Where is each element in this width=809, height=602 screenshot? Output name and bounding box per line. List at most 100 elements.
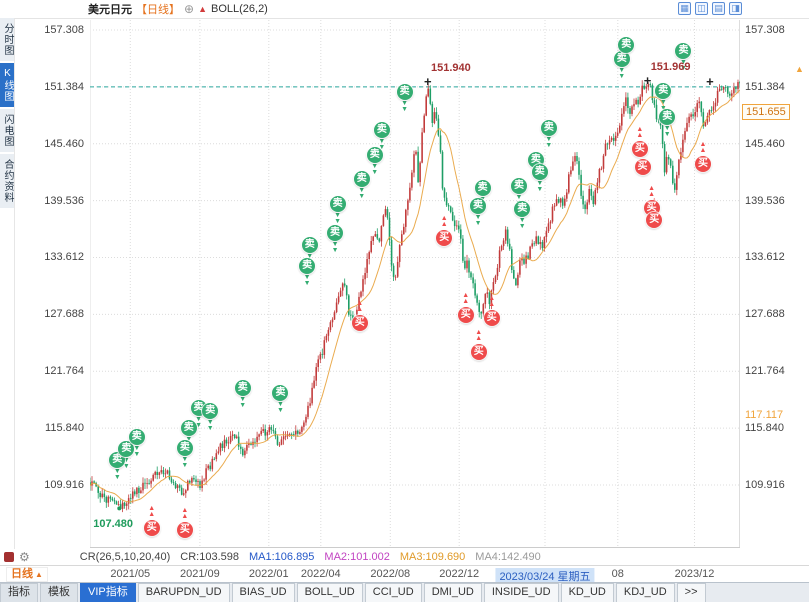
- buy-signal-badge: 买: [646, 212, 663, 229]
- indicator-tab-模板[interactable]: 模板: [40, 583, 78, 602]
- indicator-value: CR(26,5,10,20,40): [79, 551, 171, 563]
- rows-layout-icon[interactable]: ▤: [712, 2, 725, 15]
- sell-signal-arrows: ▼▼: [358, 186, 366, 200]
- indicator-tab->>[interactable]: >>: [676, 583, 706, 602]
- low-price-label: 107.480: [93, 518, 134, 531]
- y-axis-tick-right: 115.840: [745, 422, 784, 435]
- sell-signal-badge: 卖: [109, 452, 126, 469]
- sell-signal-arrows: ▼▼: [545, 136, 553, 149]
- indicator-tab-VIP指标[interactable]: VIP指标: [80, 583, 136, 602]
- sidebar-tab-合约资料[interactable]: 合约资料: [0, 154, 14, 208]
- indicator-tab-DMI_UD[interactable]: DMI_UD: [423, 583, 482, 602]
- indicator-tab-INSIDE_UD[interactable]: INSIDE_UD: [483, 583, 559, 602]
- y-axis-tick-left: 127.688: [44, 308, 84, 321]
- indicator-tab-CCI_UD[interactable]: CCI_UD: [364, 583, 422, 602]
- indicator-tab-BOLL_UD[interactable]: BOLL_UD: [296, 583, 363, 602]
- y-axis-tick-right: 109.916: [745, 478, 785, 491]
- sell-signal-arrows: ▼▼: [378, 137, 386, 151]
- y-axis-tick-left: 157.308: [44, 24, 84, 36]
- sell-signal-badge: 卖: [353, 170, 370, 187]
- sell-signal-badge: 卖: [118, 440, 135, 457]
- sidebar-tab-闪电图[interactable]: 闪电图: [0, 109, 14, 152]
- price-marker-cross: +: [424, 73, 432, 89]
- indicator-tab-BARUPDN_UD[interactable]: BARUPDN_UD: [137, 583, 230, 602]
- sell-signal-badge: 卖: [373, 121, 390, 138]
- period-selector[interactable]: 日线 ▲: [6, 567, 48, 582]
- y-axis-tick-left: 133.612: [44, 251, 84, 264]
- sell-signal-arrows: ▼▼: [401, 100, 409, 114]
- indicator-tab-BIAS_UD[interactable]: BIAS_UD: [231, 583, 295, 602]
- y-axis-tick-left: 139.536: [44, 194, 84, 207]
- grid-layout-icon[interactable]: ▦: [678, 2, 691, 15]
- sell-signal-arrows: ▼▼: [536, 180, 544, 194]
- x-axis-tick: 2021/05: [110, 568, 151, 580]
- settings-gear-icon[interactable]: ⚙: [19, 550, 30, 564]
- buy-signal-badge: 买: [694, 156, 711, 173]
- axis-marker-arrow-icon[interactable]: ▲: [795, 64, 804, 74]
- buy-signal-badge: 买: [351, 314, 368, 331]
- buy-signal-arrows: ▲▲: [356, 299, 364, 313]
- dual-pane-icon[interactable]: ◫: [695, 2, 708, 15]
- chevron-up-icon: ▲: [35, 570, 43, 579]
- sidebar: 分时图 K线图闪电图合约资料: [0, 18, 15, 549]
- y-axis-tick-right: 127.688: [745, 308, 785, 321]
- buy-signal-badge: 买: [470, 343, 487, 360]
- y-axis-tick-left: 109.916: [44, 478, 84, 491]
- sell-signal-badge: 卖: [511, 177, 527, 194]
- chart-plot-area[interactable]: 卖▼▼卖▼▼卖▼▼卖▼▼卖▼▼卖▼▼卖▼▼卖▼▼卖▼▼卖▼▼卖▼▼卖▼▼卖▼▼卖…: [90, 20, 740, 548]
- buy-signal-badge: 买: [436, 230, 453, 247]
- y-axis-tick-right: 145.460: [745, 137, 785, 150]
- buy-signal-arrows: ▲▲: [148, 505, 156, 519]
- buy-signal-arrows: ▲▲: [636, 126, 644, 140]
- record-icon[interactable]: [4, 552, 14, 562]
- buy-signal-arrows: ▲▲: [440, 215, 448, 229]
- sell-signal-badge: 卖: [675, 43, 692, 60]
- sidebar-tab-K线图[interactable]: K线图: [0, 63, 14, 107]
- buy-signal-badge: 买: [143, 520, 160, 537]
- sell-signal-arrows: ▼▼: [239, 396, 247, 410]
- sell-signal-badge: 卖: [618, 37, 635, 54]
- period-selector-label: 日线: [11, 568, 33, 580]
- y-axis-tick-right: 139.536: [745, 194, 785, 207]
- indicator-values: CR(26,5,10,20,40) CR:103.598 MA1:106.895 MA…: [80, 551, 541, 563]
- sell-signal-arrows: ▼▼: [122, 456, 130, 470]
- indicator-tab-指标[interactable]: 指标: [0, 583, 38, 602]
- sell-signal-arrows: ▼▼: [371, 162, 379, 176]
- sell-signal-arrows: ▼▼: [303, 274, 311, 288]
- y-axis-tick-right: 157.308: [745, 24, 785, 36]
- buy-signal-arrows: ▲▲: [462, 292, 470, 306]
- sell-signal-arrows: ▼▼: [206, 419, 214, 433]
- sell-signal-badge: 卖: [613, 50, 630, 67]
- sell-signal-arrows: ▼▼: [181, 455, 189, 469]
- candlestick-chart[interactable]: [90, 20, 740, 548]
- indicator-value: CR:103.598: [180, 551, 239, 563]
- sell-signal-arrows: ▼▼: [659, 98, 667, 112]
- indicator-tab-KDJ_UD[interactable]: KDJ_UD: [615, 583, 675, 602]
- add-indicator-icon[interactable]: ⊕: [184, 2, 195, 16]
- x-axis-tick: 2022/12: [439, 568, 480, 580]
- sell-signal-badge: 卖: [180, 419, 197, 436]
- sell-signal-badge: 卖: [514, 200, 531, 217]
- buy-signal-badge: 买: [483, 310, 500, 327]
- x-axis-tick: 2022/04: [300, 568, 341, 580]
- sell-signal-badge: 卖: [128, 429, 145, 446]
- sell-signal-badge: 卖: [655, 82, 672, 99]
- y-axis-tick-left: 115.840: [45, 422, 84, 435]
- y-axis-tick-left: 121.764: [44, 365, 84, 378]
- sell-signal-badge: 卖: [176, 439, 193, 456]
- sell-signal-arrows: ▼▼: [276, 400, 284, 414]
- price-marker-label: 151.969: [650, 61, 691, 74]
- price-marker-cross: +: [706, 74, 714, 90]
- sidebar-tab-分时图[interactable]: 分时图: [0, 18, 14, 61]
- indicator-value: MA2:101.002: [324, 551, 390, 563]
- split-pane-icon[interactable]: ◨: [729, 2, 742, 15]
- indicator-tab-KD_UD[interactable]: KD_UD: [560, 583, 614, 602]
- sell-signal-arrows: ▼▼: [195, 416, 203, 430]
- y-axis-tick-left: 151.384: [44, 80, 84, 93]
- band-value-label: 117.117: [745, 408, 784, 421]
- sell-signal-arrows: ▼▼: [518, 216, 526, 230]
- y-axis-tick-right: 151.384: [745, 80, 785, 93]
- indicator-status-bar: ⚙ CR(26,5,10,20,40) CR:103.598 MA1:106.895…: [0, 549, 809, 565]
- buy-signal-arrows: ▲▲: [475, 328, 483, 342]
- indicator-value: MA4:142.490: [475, 551, 541, 563]
